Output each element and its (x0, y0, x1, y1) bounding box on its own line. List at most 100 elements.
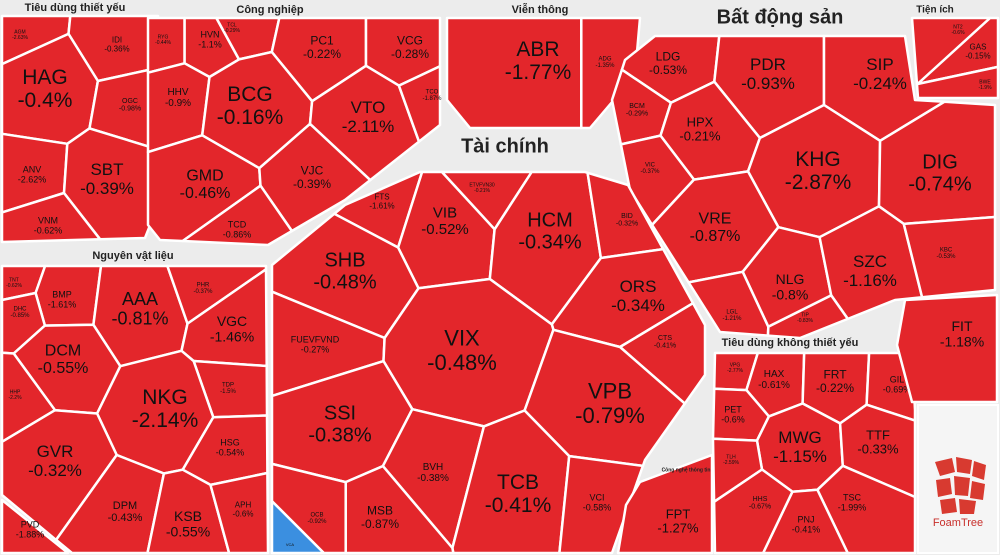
cell-name: SSI (324, 402, 356, 424)
cell-name: SBT (90, 160, 123, 179)
cell-value: -1.27% (657, 521, 699, 536)
sector-title: Nguyên vật liệu (92, 250, 173, 262)
cell-value: -0.62% (34, 225, 63, 235)
cell-name: TCB (497, 471, 539, 494)
cell (915, 65, 1000, 100)
cell-name: TDP (222, 382, 234, 388)
cell-name: VPG (730, 363, 741, 369)
cell-value: -0.48% (313, 271, 377, 293)
cell-value: -0.85% (10, 313, 30, 319)
cell-value: -1.61% (369, 202, 394, 211)
logo-shapes (935, 457, 986, 514)
cell (209, 471, 270, 555)
cell-value: -1.1% (198, 39, 222, 49)
cell-name: TIP (801, 313, 809, 319)
cell-name: MWG (778, 428, 821, 447)
cell-value: -0.53% (936, 254, 956, 260)
cell-name: BCM (629, 103, 645, 110)
cell (766, 294, 850, 340)
cell-name: VIX (444, 326, 480, 351)
cell-value: -0.44% (155, 40, 171, 46)
cell-value: -0.58% (583, 502, 612, 512)
cell-value: -0.36% (104, 45, 129, 54)
cell-value: -0.8% (772, 286, 809, 302)
cell-value: -0.16% (217, 106, 284, 129)
cell-name: TCL (227, 23, 237, 29)
cell-name: BID (621, 213, 633, 220)
cell (895, 293, 999, 404)
cell-value: -0.6% (951, 30, 965, 36)
cell-name: NLG (776, 271, 805, 287)
cell-name: HPX (687, 114, 714, 129)
cell-value: -0.38% (417, 473, 449, 484)
cell-value: -1.21% (722, 316, 742, 322)
sector: FIT-1.18% (895, 293, 999, 404)
cell-value: -0.62% (6, 283, 22, 289)
cell-name: HCM (527, 209, 573, 231)
cell-value: -1.77% (505, 61, 572, 84)
cell-name: ORS (620, 277, 657, 296)
cell-name: TSC (843, 492, 862, 502)
cell-value: -0.92% (307, 519, 327, 525)
cell-value: -0.67% (749, 504, 771, 511)
sector-title: Tiện ích (916, 5, 954, 16)
cell-value: -0.81% (111, 309, 168, 329)
cell-value: -0.53% (649, 63, 687, 77)
cell-value: -0.32% (28, 461, 82, 480)
sector: AGM-2.63% IDI-0.36% HAG-0.4% OGC-0.98% ANV-2… (0, 14, 160, 244)
cell-name: HHV (167, 87, 188, 98)
cell-name: FRT (823, 368, 847, 382)
cell-value: -2.87% (785, 171, 852, 194)
cell (902, 215, 997, 299)
cell-name: AGM (14, 30, 25, 36)
cell-value: -2.14% (132, 409, 199, 432)
cell-value: -0.37% (640, 169, 660, 175)
cell-name: VNM (38, 215, 58, 225)
cell (445, 16, 583, 130)
sector-title: Bất động sản (717, 6, 844, 28)
cell-value: -0.54% (216, 447, 245, 457)
cell (397, 65, 442, 143)
cell-value: -0.87% (361, 517, 399, 531)
cell-name: TNT (9, 278, 19, 284)
cell-name: DIG (922, 151, 958, 173)
cell-value: -0.37% (193, 289, 213, 295)
cell-value: -0.4% (18, 89, 73, 112)
cell-name: HHS (753, 496, 768, 503)
cell-value: -1.46% (210, 328, 254, 344)
cell-name: TLH (726, 455, 736, 461)
cell-name: IDI (112, 36, 122, 45)
sector-title: Tài chính (461, 135, 549, 157)
cell-name: LDG (656, 50, 681, 64)
cell-name: FIT (952, 318, 973, 334)
cell (270, 462, 347, 555)
cell-name: GIL (890, 374, 905, 384)
cell (0, 498, 70, 555)
cell-value: -0.34% (518, 231, 582, 253)
cell-name: FTS (374, 193, 389, 202)
sector: VPG-2.77% HAX-0.61%FRT-0.22%GIL-0.69%PET-… (711, 351, 917, 555)
cell-value: -0.43% (108, 512, 143, 524)
cell-name: OGC (122, 98, 138, 105)
cell-name: BMP (52, 289, 72, 299)
cell-name: PC1 (310, 34, 334, 48)
cell-name: ETVFVN30 (469, 183, 495, 189)
cell-name: PNJ (797, 514, 814, 524)
cell-name: OCB (310, 512, 323, 518)
cell-value: -0.29% (626, 111, 648, 118)
cell-name: KHG (795, 148, 841, 171)
cell-value: -1.99% (838, 502, 867, 512)
cell-value: -0.48% (427, 350, 497, 375)
cell-name: PVD (21, 519, 40, 529)
cell-value: -0.24% (853, 74, 907, 93)
cell-value: -1.16% (843, 271, 897, 290)
cell-name: VJC (301, 164, 324, 178)
cell-value: -0.21% (474, 188, 490, 194)
cell-value: -2.11% (342, 117, 395, 136)
cell-name: NKG (142, 386, 188, 409)
sector-title: Công nghiệp (236, 4, 303, 16)
logo-text: FoamTree (933, 517, 983, 529)
sector: TNT-0.62%BMP-1.61% AAA-0.81%PHR-0.37%DHC-… (0, 264, 270, 555)
cell-name: BVH (423, 462, 444, 473)
